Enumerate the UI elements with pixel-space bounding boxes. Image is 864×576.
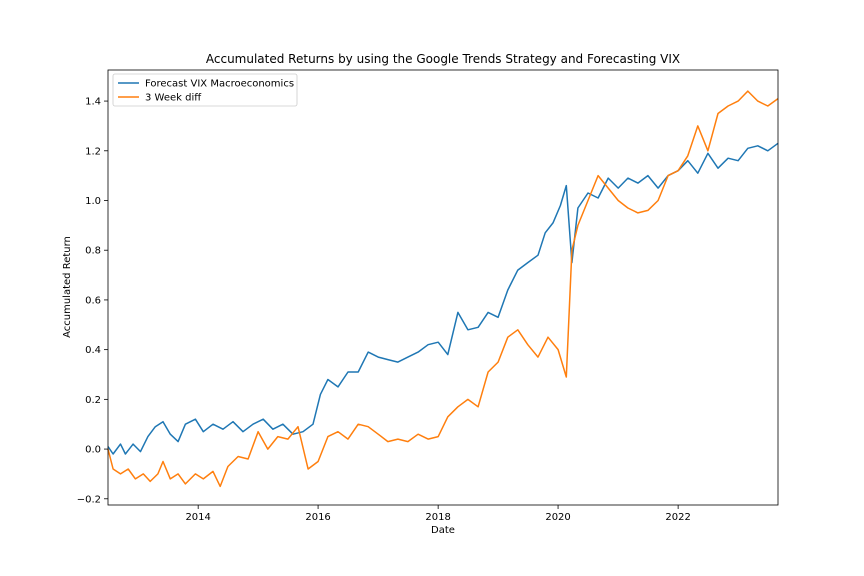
legend-label-2: 3 Week diff <box>145 93 202 104</box>
x-tick-label-2016: 2016 <box>305 512 330 523</box>
x-tick-label-2014: 2014 <box>185 512 210 523</box>
y-tick-label-0.0: 0.0 <box>85 445 101 456</box>
y-tick-label-0.6: 0.6 <box>85 295 101 306</box>
x-tick-label-2020: 2020 <box>545 512 570 523</box>
y-tick-label-0.4: 0.4 <box>85 345 101 356</box>
x-tick-label-2018: 2018 <box>425 512 450 523</box>
y-tick-label-1.4: 1.4 <box>85 97 101 108</box>
y-tick-label-1.0: 1.0 <box>85 196 101 207</box>
plot-frame <box>107 69 779 506</box>
legend: Forecast VIX Macroeconomics 3 Week diff <box>112 73 298 107</box>
legend-box <box>112 73 298 107</box>
y-axis-label: Accumulated Return <box>62 236 73 338</box>
x-tick-label-2022: 2022 <box>665 512 690 523</box>
x-axis-label: Date <box>431 525 455 536</box>
y-tick-label-0.2: 0.2 <box>85 395 101 406</box>
plot-area: 2014 2016 2018 2020 2022 −0.2 0.0 0.2 0.4 0.6 0.8 1… <box>77 69 779 523</box>
y-tick-label-1.2: 1.2 <box>85 146 101 157</box>
y-tick-label-−0.2: −0.2 <box>77 494 101 505</box>
chart-title: Accumulated Returns by using the Google … <box>206 52 680 66</box>
series-line-2 <box>107 90 779 488</box>
series-line-1 <box>107 142 779 455</box>
y-tick-label-0.8: 0.8 <box>85 246 101 257</box>
legend-label-1: Forecast VIX Macroeconomics <box>145 79 294 90</box>
